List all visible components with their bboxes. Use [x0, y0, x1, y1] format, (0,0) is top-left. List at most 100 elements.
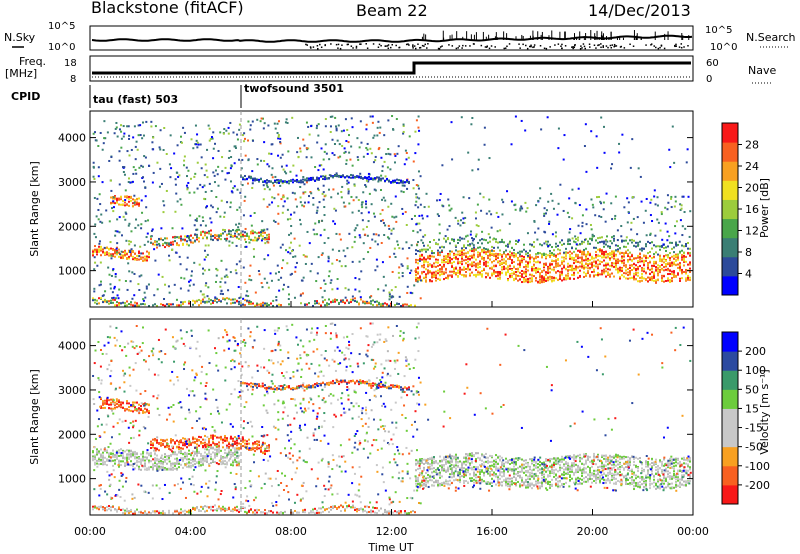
- heatmap-cell: [236, 463, 238, 466]
- heatmap-cell: [665, 254, 667, 257]
- heatmap-cell: [431, 274, 433, 277]
- heatmap-cell: [621, 260, 623, 263]
- heatmap-cell: [276, 181, 278, 184]
- heatmap-cell: [150, 440, 152, 443]
- heatmap-cell: [129, 240, 132, 243]
- heatmap-cell: [126, 463, 128, 466]
- heatmap-cell: [535, 204, 538, 207]
- heatmap-cell: [510, 200, 513, 203]
- heatmap-cell: [146, 255, 148, 258]
- heatmap-cell: [156, 161, 159, 164]
- heatmap-cell: [122, 203, 124, 206]
- heatmap-cell: [441, 258, 443, 261]
- heatmap-cell: [537, 199, 540, 202]
- heatmap-cell: [212, 147, 215, 150]
- heatmap-cell: [496, 230, 499, 233]
- heatmap-cell: [236, 138, 239, 141]
- heatmap-cell: [347, 181, 350, 184]
- heatmap-cell: [653, 273, 655, 276]
- heatmap-cell: [174, 178, 177, 181]
- heatmap-cell: [595, 196, 598, 199]
- heatmap-cell: [523, 257, 525, 260]
- heatmap-cell: [425, 280, 427, 283]
- heatmap-cell: [685, 271, 687, 274]
- heatmap-cell: [445, 267, 447, 270]
- heatmap-cell: [615, 249, 617, 252]
- heatmap-cell: [158, 242, 160, 245]
- heatmap-cell: [93, 256, 96, 259]
- heatmap-cell: [463, 266, 465, 269]
- heatmap-cell: [447, 254, 449, 257]
- heatmap-cell: [118, 451, 120, 454]
- heatmap-cell: [635, 269, 637, 272]
- heatmap-cell: [503, 258, 505, 261]
- heatmap-cell: [603, 256, 605, 259]
- heatmap-cell: [148, 452, 150, 455]
- heatmap-cell: [575, 268, 577, 271]
- nsearch-point: [655, 46, 657, 49]
- heatmap-cell: [485, 248, 487, 251]
- heatmap-cell: [663, 280, 665, 283]
- heatmap-cell: [474, 211, 477, 214]
- heatmap-cell: [446, 228, 449, 231]
- heatmap-cell: [242, 297, 245, 300]
- heatmap-cell: [543, 266, 545, 269]
- heatmap-cell: [357, 209, 360, 212]
- heatmap-cell: [493, 249, 495, 252]
- heatmap-cell: [513, 272, 515, 275]
- heatmap-cell: [523, 243, 525, 246]
- heatmap-cell: [559, 252, 561, 255]
- heatmap-cell: [249, 128, 252, 131]
- heatmap-cell: [281, 196, 284, 199]
- heatmap-cell: [142, 410, 144, 413]
- heatmap-cell: [457, 250, 459, 253]
- heatmap-cell: [116, 453, 118, 456]
- heatmap-cell: [338, 233, 341, 236]
- nsearch-point: [480, 44, 483, 47]
- heatmap-cell: [358, 146, 361, 149]
- heatmap-cell: [133, 272, 136, 275]
- heatmap-cell: [453, 267, 455, 270]
- heatmap-cell: [196, 440, 198, 443]
- heatmap-cell: [196, 133, 199, 136]
- heatmap-cell: [277, 137, 280, 140]
- heatmap-cell: [306, 177, 308, 180]
- heatmap-cell: [281, 267, 284, 270]
- nsearch-label: N.Search: [746, 31, 796, 44]
- heatmap-cell: [137, 124, 140, 127]
- heatmap-cell: [118, 403, 120, 406]
- heatmap-cell: [364, 203, 367, 206]
- heatmap-cell: [112, 253, 114, 256]
- heatmap-cell: [683, 259, 685, 262]
- heatmap-cell: [427, 257, 429, 260]
- heatmap-cell: [279, 140, 282, 143]
- heatmap-cell: [200, 436, 202, 439]
- heatmap-cell: [537, 252, 539, 255]
- heatmap-cell: [158, 458, 160, 461]
- heatmap-cell: [338, 143, 341, 146]
- heatmap-cell: [545, 253, 547, 256]
- heatmap-cell: [182, 460, 184, 463]
- heatmap-cell: [224, 448, 226, 451]
- heatmap-cell: [164, 459, 166, 462]
- heatmap-cell: [374, 269, 377, 272]
- heatmap-cell: [300, 181, 302, 184]
- heatmap-cell: [132, 198, 134, 201]
- heatmap-cell: [196, 228, 199, 231]
- heatmap-cell: [138, 258, 140, 261]
- heatmap-cell: [563, 242, 565, 245]
- heatmap-cell: [589, 274, 591, 277]
- heatmap-cell: [102, 250, 104, 253]
- heatmap-cell: [501, 261, 503, 264]
- heatmap-cell: [308, 179, 310, 182]
- heatmap-cell: [447, 262, 449, 265]
- nsearch-point: [623, 47, 626, 49]
- heatmap-cell: [129, 181, 132, 184]
- heatmap-cell: [272, 219, 275, 222]
- heatmap-cell: [571, 264, 573, 267]
- heatmap-cell: [335, 129, 338, 132]
- nsearch-point: [441, 45, 443, 47]
- heatmap-cell: [234, 232, 236, 235]
- heatmap-cell: [553, 269, 555, 272]
- heatmap-cell: [277, 135, 280, 138]
